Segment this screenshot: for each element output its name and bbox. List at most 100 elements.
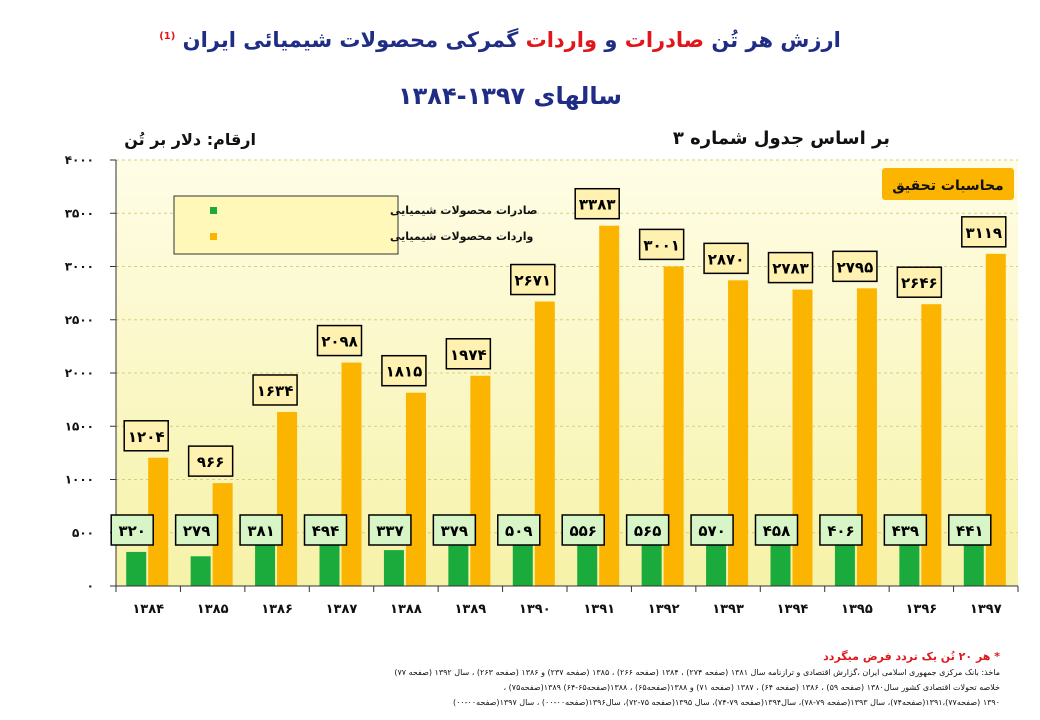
import-value-label: ۲۷۸۳	[772, 260, 809, 278]
import-value-label-box	[832, 250, 878, 283]
y-tick-label: ۱۵۰۰	[65, 419, 94, 433]
export-value-label: ۴۵۸	[763, 522, 790, 540]
export-value-label-box	[948, 514, 992, 546]
export-value-label-box	[110, 514, 154, 546]
x-tick-label: ۱۳۸۵	[197, 602, 229, 617]
import-value-label: ۳۱۱۹	[965, 224, 1002, 242]
import-value-label: ۱۲۰۴	[128, 428, 165, 446]
title-footnote-mark: (1)	[159, 31, 176, 42]
import-value-label-box	[638, 228, 685, 261]
export-value-label-box	[690, 514, 734, 546]
import-bar	[985, 253, 1006, 587]
export-bar	[383, 550, 404, 586]
legend: صادرات محصولات شیمیایی واردات محصولات شیم…	[173, 195, 538, 255]
x-tick-label: ۱۳۹۵	[841, 602, 873, 617]
title-text-1: ارزش هر تُن	[711, 28, 841, 52]
import-value-label: ۲۶۷۱	[514, 272, 551, 290]
import-value-label: ۲۰۹۸	[321, 333, 358, 351]
import-value-label-box	[316, 324, 363, 357]
export-value-label-box	[754, 514, 799, 546]
export-bar	[899, 539, 920, 586]
import-value-label-box	[187, 445, 234, 477]
y-tick-label: ۳۰۰۰	[65, 260, 94, 274]
export-value-label: ۴۰۶	[827, 522, 854, 540]
import-value-label-box	[381, 354, 427, 387]
export-value-label: ۳۲۰	[118, 522, 145, 540]
x-tick-label: ۱۳۹۴	[777, 602, 809, 617]
import-value-label-box	[767, 251, 814, 284]
x-tick-label: ۱۳۸۹	[454, 602, 486, 617]
export-bar	[834, 542, 855, 586]
y-tick-label: ۴۰۰۰	[65, 153, 94, 167]
export-value-label: ۳۳۷	[376, 522, 403, 540]
research-badge: محاسبات تحقیق	[882, 168, 1014, 200]
source-note-line-2: خلاصه تحولات اقتصادی کشور سال۱۳۸۰ (صفحه …	[503, 683, 1000, 692]
chart-title-years: سالهای ۱۳۹۷-۱۳۸۴	[398, 82, 622, 110]
export-value-label-box	[561, 514, 605, 546]
export-value-label: ۵۰۹	[505, 522, 532, 540]
export-value-label-box	[883, 514, 928, 546]
y-tick-label: ۲۰۰۰	[65, 366, 94, 380]
import-value-label: ۲۶۴۶	[901, 274, 938, 292]
export-bar	[448, 545, 469, 586]
x-tick-label: ۱۳۹۰	[519, 602, 551, 617]
legend-swatch	[210, 233, 217, 240]
title-text-5: گمرکی محصولات شیمیائی ایران	[182, 28, 519, 52]
import-value-label-box	[445, 338, 492, 370]
import-value-label-box	[574, 187, 620, 220]
export-value-label-box	[368, 514, 412, 546]
import-value-label-box	[961, 216, 1007, 248]
export-value-label-box	[432, 514, 477, 546]
import-bar	[277, 411, 298, 586]
import-bar	[856, 288, 877, 586]
import-value-label: ۱۹۷۴	[450, 346, 487, 364]
title-text-exports: صادرات	[624, 28, 705, 52]
export-value-label: ۳۸۱	[247, 522, 274, 540]
import-value-label: ۳۳۸۳	[579, 196, 616, 214]
import-value-label: ۲۷۹۵	[837, 258, 874, 276]
import-bar	[212, 483, 233, 586]
y-axis: ۰ ۵۰۰ ۱۰۰۰ ۱۵۰۰ ۲۰۰۰ ۲۵۰۰ ۳۰۰۰ ۳۵۰۰ ۴۰۰۰	[65, 153, 117, 593]
title-text-and: و	[604, 28, 618, 52]
title-text-imports: واردات	[525, 28, 598, 52]
x-tick-label: ۱۳۹۲	[648, 602, 680, 617]
import-value-label: ۱۶۳۴	[257, 382, 294, 400]
import-value-label-box	[510, 263, 556, 296]
x-tick-label: ۱۳۹۶	[905, 602, 937, 617]
x-tick-label: ۱۳۸۶	[261, 602, 293, 617]
import-value-label-box	[252, 374, 298, 406]
legend-label: واردات محصولات شیمیایی	[390, 230, 534, 243]
x-tick-label: ۱۳۸۷	[326, 602, 358, 617]
badge-label: محاسبات تحقیق	[892, 178, 1003, 194]
import-value-label: ۹۶۶	[197, 453, 224, 471]
import-bar	[341, 362, 362, 586]
footnote-trip-assumption: * هر ۲۰ تُن یک تردد فرض میگردد	[823, 650, 1000, 663]
export-bar	[319, 533, 340, 586]
import-value-label-box	[123, 420, 169, 452]
export-value-label-box	[239, 514, 283, 546]
export-bar	[126, 551, 147, 586]
export-value-label-box	[497, 514, 541, 546]
chart-title: ارزش هر تُن صادرات و واردات گمرکی محصولا…	[120, 28, 880, 52]
badge-box	[882, 168, 1014, 200]
export-value-label-box	[819, 514, 863, 546]
export-value-label-box	[174, 514, 219, 546]
legend-swatch	[210, 207, 217, 214]
export-value-label: ۴۳۹	[892, 522, 919, 540]
import-bar	[470, 375, 491, 586]
import-value-label: ۲۸۷۰	[708, 250, 745, 268]
y-tick-label: ۱۰۰۰	[65, 473, 94, 487]
y-tick-label: ۵۰۰	[72, 526, 94, 540]
export-value-label-box	[625, 514, 670, 546]
export-value-label-box	[303, 514, 348, 546]
legend-box	[173, 195, 399, 255]
import-bar	[405, 392, 426, 586]
source-note-line-3: ۱۳۹۰ (صفحه۷۷)،۱۳۹۱(صفحه۷۴)، سال ۱۳۹۳(صفح…	[452, 698, 1000, 707]
x-tick-label: ۱۳۸۴	[132, 602, 164, 617]
import-bar	[663, 266, 684, 586]
import-bar	[148, 457, 169, 586]
import-bar	[728, 280, 749, 586]
unit-label: ارقام: دلار بر تُن	[124, 130, 256, 149]
import-value-label-box	[703, 242, 749, 275]
